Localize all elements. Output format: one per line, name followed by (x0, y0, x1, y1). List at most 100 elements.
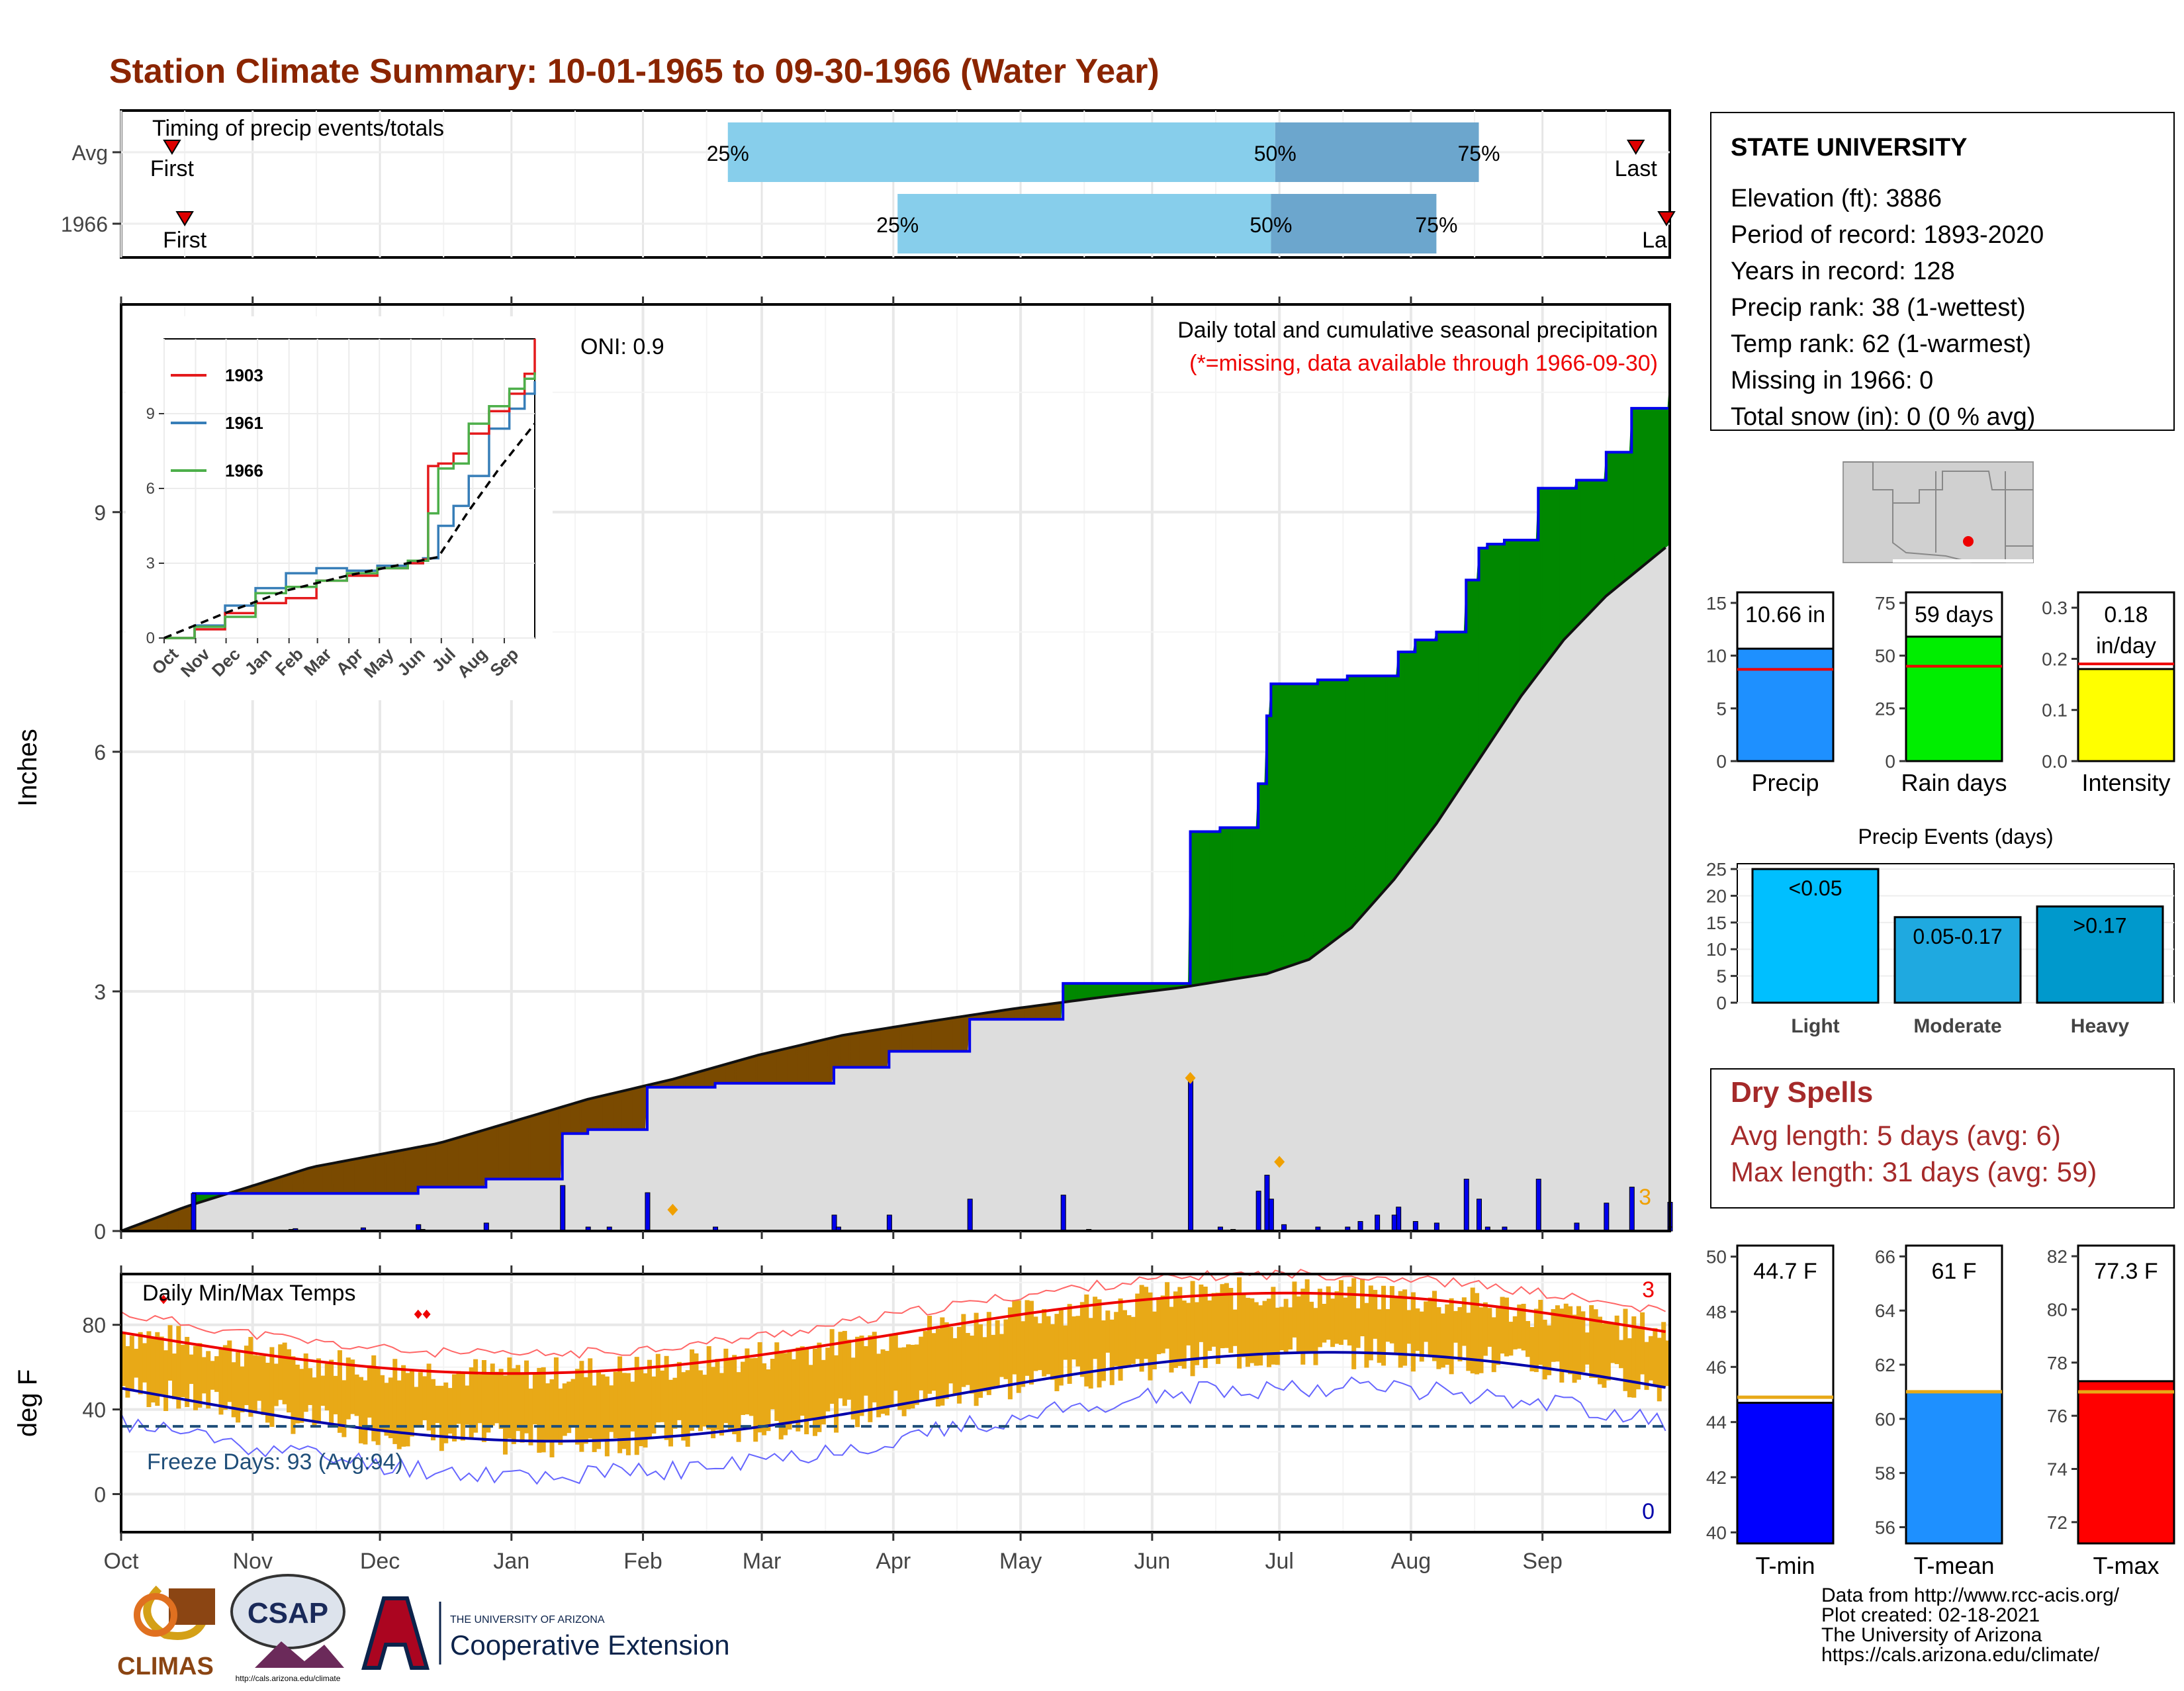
daily-temp-bar (541, 1367, 546, 1453)
daily-temp-bar (1644, 1342, 1649, 1391)
daily-temp-bar (1373, 1289, 1378, 1339)
daily-temp-bar (553, 1357, 559, 1441)
temp-mini-ytick-label: 76 (2047, 1406, 2068, 1426)
daily-temp-bar (1003, 1319, 1009, 1379)
daily-temp-bar (617, 1356, 623, 1453)
daily-temp-bar (694, 1353, 699, 1428)
daily-temp-bar (218, 1349, 224, 1415)
events-bar (1751, 868, 1880, 1004)
daily-temp-bar (931, 1333, 936, 1391)
daily-temp-bar (935, 1328, 940, 1407)
mini-chart-title: Intensity (2081, 769, 2170, 796)
daily-temp-bar (261, 1355, 266, 1416)
daily-temp-bar (312, 1377, 317, 1426)
daily-temp-bar (405, 1373, 410, 1447)
mini-chart-ytick-label: 50 (1875, 646, 1895, 666)
climas-logo: CLIMAS (117, 1585, 215, 1680)
daily-temp-bar (1533, 1308, 1539, 1373)
events-ytick-label: 5 (1716, 966, 1727, 987)
dry-spells-title: Dry Spells (1731, 1076, 1873, 1109)
daily-temp-bar (923, 1331, 928, 1400)
ua-big-text: Cooperative Extension (450, 1629, 730, 1661)
daily-temp-bar (1271, 1287, 1276, 1365)
daily-temp-bar (999, 1334, 1005, 1377)
daily-temp-bar (706, 1346, 711, 1430)
daily-temp-bar (1007, 1307, 1013, 1400)
daily-precip-bar (191, 1193, 197, 1232)
daily-temp-bar (185, 1336, 190, 1407)
mini-chart-ytick-label: 0.2 (2042, 649, 2068, 669)
daily-precip-bar (1604, 1203, 1610, 1232)
mini-chart-value-label: 10.66 in (1745, 602, 1825, 627)
daily-temp-bar (787, 1351, 792, 1430)
station-location-marker (1963, 536, 1974, 547)
station-info-box: STATE UNIVERSITY Elevation (ft): 3886 Per… (1710, 112, 2175, 431)
precip-ytick-label: 9 (94, 501, 106, 525)
daily-temp-bar (952, 1338, 958, 1395)
daily-temp-bar (1614, 1315, 1619, 1365)
temp-mini-bar (1736, 1402, 1835, 1545)
daily-temp-bar (134, 1348, 139, 1378)
daily-temp-bar (465, 1385, 470, 1425)
daily-temp-bar (1237, 1277, 1242, 1369)
daily-temp-bar (1453, 1310, 1459, 1343)
daily-temp-bar (473, 1359, 478, 1433)
daily-temp-bar (995, 1320, 1000, 1386)
station-info-line: Total snow (in): 0 (0 % avg) (1731, 403, 2035, 431)
daily-temp-bar (901, 1347, 907, 1416)
daily-temp-bar (1606, 1322, 1611, 1381)
daily-temp-bar (422, 1376, 428, 1420)
precip-events-chart: Precip Events (days) 0 5 10 15 20 25 <0.05 Ligh… (1706, 825, 2175, 1037)
daily-temp-bar (401, 1365, 406, 1447)
daily-temp-bar (906, 1344, 911, 1410)
daily-temp-bar (1355, 1308, 1361, 1348)
daily-temp-bar (855, 1336, 860, 1428)
daily-temp-bar (592, 1385, 597, 1453)
mini-chart-bar (1905, 635, 2003, 762)
csap-logo: CSAP http://cals.arizona.edu/climate (230, 1574, 345, 1683)
q75-label: 75% (1415, 213, 1457, 237)
temp-mini-ytick-label: 80 (2047, 1299, 2068, 1320)
last-label: La (1642, 228, 1667, 253)
daily-temp-bar (1283, 1299, 1289, 1353)
daily-temp-bar (180, 1344, 185, 1398)
csap-logo-text: CSAP (248, 1597, 328, 1629)
first-label: First (150, 156, 195, 181)
daily-temp-bar (817, 1342, 822, 1432)
observed-cumulative-line (121, 379, 1671, 1232)
daily-temp-bar (736, 1372, 741, 1442)
daily-temp-bar (745, 1348, 750, 1415)
daily-temp-bar (350, 1359, 355, 1414)
daily-temp-bar (1648, 1336, 1653, 1381)
temp-mini-ytick-label: 60 (1875, 1409, 1895, 1430)
dry-spells-max: Max length: 31 days (avg: 59) (1731, 1156, 2097, 1187)
mini-chart-value-label: 0.18 (2104, 602, 2148, 627)
daily-temp-bar (481, 1360, 486, 1442)
last-event-marker (1626, 140, 1645, 155)
daily-temp-bar (502, 1375, 508, 1455)
daily-temp-bar (919, 1336, 924, 1391)
daily-temp-bar (702, 1375, 707, 1427)
daily-temp-bar (1054, 1314, 1060, 1392)
daily-temp-bar (1101, 1320, 1106, 1381)
daily-temp-bar (1572, 1314, 1577, 1383)
daily-temp-bar (1466, 1312, 1471, 1371)
inset-ytick-label: 0 (146, 629, 155, 647)
daily-temp-bar (1551, 1308, 1556, 1362)
station-info-line: Elevation (ft): 3886 (1731, 185, 1942, 212)
precip-missing-note: (*=missing, data available through 1966-… (1189, 351, 1658, 376)
events-ytick-label: 20 (1706, 886, 1727, 906)
daily-temp-bar (799, 1346, 805, 1416)
daily-temp-bar (621, 1373, 627, 1449)
daily-temp-bar (842, 1330, 847, 1406)
daily-temp-bar (579, 1361, 584, 1452)
daily-temp-bar (1097, 1299, 1102, 1388)
daily-temp-bar (1118, 1298, 1123, 1381)
quartile-50-75-bar (1271, 194, 1437, 253)
daily-temp-bar (1292, 1281, 1297, 1338)
daily-temp-bar (850, 1357, 856, 1420)
daily-temp-bar (1525, 1321, 1531, 1357)
university-of-arizona-logo: THE UNIVERSITY OF ARIZONA Cooperative Ex… (361, 1596, 730, 1670)
daily-temp-bar (757, 1342, 762, 1433)
daily-temp-bar (380, 1375, 385, 1431)
